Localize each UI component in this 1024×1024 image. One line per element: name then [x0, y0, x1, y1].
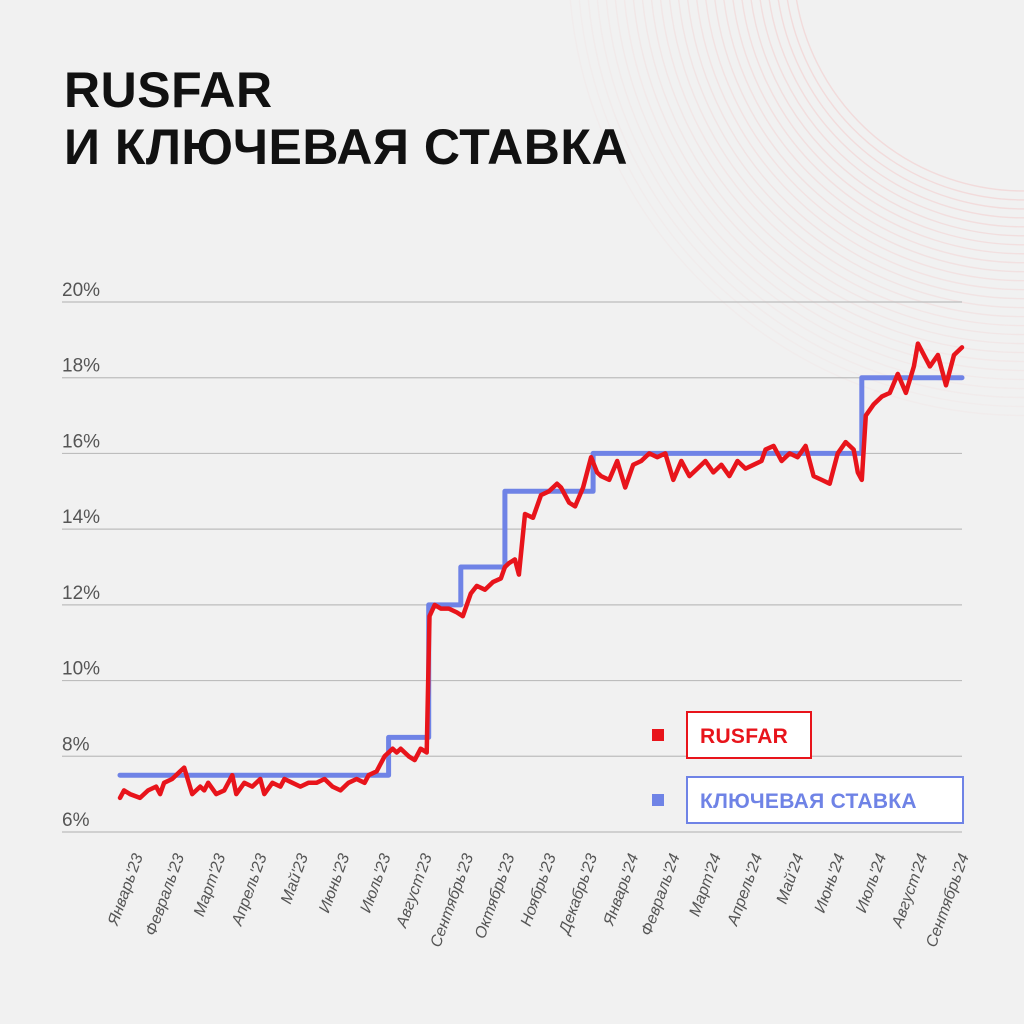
x-tick-label: Апрель'24 [724, 851, 766, 928]
x-tick-label: Сентябрь'23 [428, 851, 478, 949]
x-tick-label: Сентябрь'24 [923, 851, 973, 949]
x-tick-label: Август'23 [393, 851, 436, 930]
y-tick-label: 8% [62, 734, 90, 755]
y-axis-ticks: 20% 18% 16% 14% 12% 10% 8% 6% [62, 280, 100, 831]
rusfar-line [117, 341, 965, 801]
y-tick-label: 6% [62, 810, 90, 831]
legend-label-key-rate: КЛЮЧЕВАЯ СТАВКА [686, 776, 964, 824]
legend-marker-key-rate [652, 794, 664, 806]
x-tick-label: Июнь'23 [316, 851, 353, 915]
title-line-1: RUSFAR [64, 62, 273, 118]
x-tick-label: Март'23 [191, 851, 229, 918]
legend-marker-rusfar [652, 729, 664, 741]
x-tick-label: Июль'24 [853, 851, 890, 915]
x-tick-label: Июль'23 [358, 851, 395, 915]
x-tick-label: Январь'24 [600, 851, 642, 928]
grid-lines [62, 301, 962, 833]
key-rate-line [117, 375, 965, 778]
x-tick-label: Февраль'24 [638, 851, 683, 938]
x-tick-label: Январь'23 [105, 851, 147, 928]
x-tick-label: Ноябрь'23 [518, 851, 560, 928]
y-tick-label: 14% [62, 507, 100, 528]
legend-label-rusfar: RUSFAR [686, 711, 812, 759]
y-tick-label: 16% [62, 431, 100, 452]
x-tick-label: Февраль'23 [143, 851, 188, 938]
series-lines [117, 341, 965, 801]
y-tick-label: 18% [62, 356, 100, 377]
x-tick-label: Май'23 [278, 851, 312, 906]
x-tick-label: Апрель'23 [229, 851, 271, 928]
page-title: RUSFAR И КЛЮЧЕВАЯ СТАВКА [64, 62, 628, 176]
x-tick-label: Октябрь'23 [472, 851, 518, 941]
y-tick-label: 20% [62, 280, 100, 301]
x-tick-label: Июнь'24 [812, 851, 849, 915]
legend-item-rusfar: RUSFAR [652, 711, 812, 759]
x-tick-label: Август'24 [889, 851, 932, 930]
y-tick-label: 10% [62, 659, 100, 680]
x-tick-label: Март'24 [687, 851, 725, 918]
x-tick-label: Декабрь'23 [556, 851, 601, 938]
legend-item-key-rate: КЛЮЧЕВАЯ СТАВКА [652, 776, 964, 824]
y-tick-label: 12% [62, 583, 100, 604]
title-line-2: И КЛЮЧЕВАЯ СТАВКА [64, 119, 628, 175]
x-tick-label: Май'24 [774, 851, 808, 906]
